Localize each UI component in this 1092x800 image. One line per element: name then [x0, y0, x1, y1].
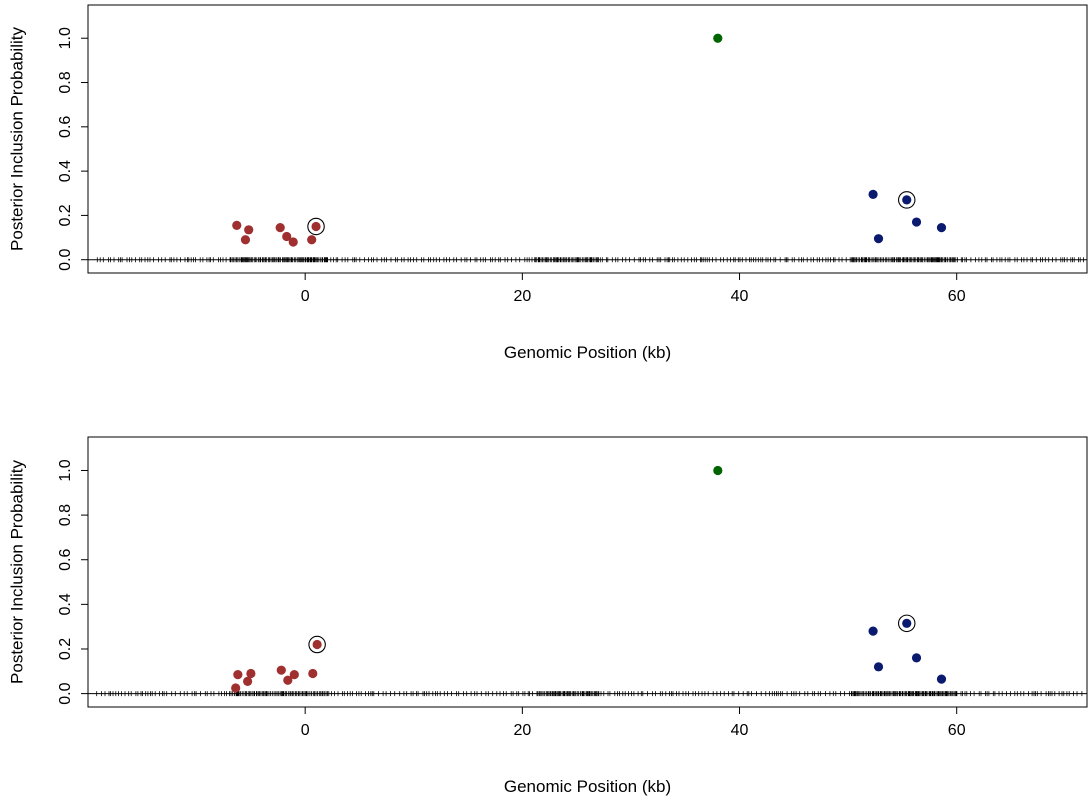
- data-point: [911, 653, 922, 663]
- x-tick-label: 60: [948, 722, 966, 739]
- data-point: [275, 222, 285, 233]
- data-point: [936, 222, 947, 233]
- y-tick-label: 0.0: [57, 682, 74, 704]
- x-tick-label: 20: [513, 722, 531, 739]
- x-axis-label: Genomic Position (kb): [504, 777, 671, 796]
- y-tick-label: 0.6: [57, 116, 74, 138]
- plot-frame: [87, 4, 1088, 274]
- snp-rug: [88, 257, 1087, 263]
- panel-bottom: 0 20 40 60 0.0 0.2 0.4 0.6 0.8 1.0 Genomic Positio…: [7, 436, 1088, 796]
- data-point: [307, 235, 317, 245]
- y-tick-label: 0.4: [57, 160, 74, 182]
- data-point: [868, 626, 878, 636]
- y-axis-label: Posterior Inclusion Probability: [7, 27, 26, 251]
- series-1: [713, 33, 723, 43]
- rug-ticks: [96, 257, 1084, 263]
- data-point: [902, 195, 912, 205]
- snp-rug: [88, 691, 1087, 697]
- y-axis-label: Posterior Inclusion Probability: [7, 460, 26, 684]
- data-point: [311, 221, 321, 232]
- series-2: [868, 614, 947, 684]
- x-tick-label: 0: [301, 288, 310, 305]
- data-point: [868, 189, 878, 199]
- data-point: [289, 670, 299, 680]
- data-point: [902, 618, 912, 628]
- data-point: [312, 639, 322, 650]
- data-point: [246, 668, 256, 679]
- series-0: [232, 217, 325, 247]
- data-point: [232, 220, 242, 230]
- data-point: [233, 670, 243, 680]
- data-point: [282, 231, 292, 242]
- highlight-ring: [897, 191, 916, 209]
- x-tick-label: 20: [513, 288, 531, 305]
- data-point: [283, 675, 293, 685]
- data-point: [936, 674, 947, 684]
- y-tick-label: 1.0: [57, 459, 74, 481]
- y-tick-label: 0.8: [57, 504, 74, 526]
- y-tick-label: 0.2: [57, 638, 74, 660]
- data-point: [713, 465, 723, 476]
- highlight-ring: [307, 217, 325, 236]
- x-tick-label: 60: [948, 288, 966, 305]
- data-point: [276, 665, 286, 675]
- data-point: [231, 683, 241, 693]
- series-2: [868, 189, 947, 244]
- y-tick-label: 0.4: [57, 593, 74, 615]
- x-axis-label: Genomic Position (kb): [504, 343, 671, 362]
- plot-frame: [87, 436, 1088, 708]
- y-tick-label: 0.6: [57, 549, 74, 571]
- data-point: [911, 217, 922, 227]
- x-tick-label: 40: [731, 722, 749, 739]
- series-0: [231, 635, 326, 693]
- x-tick-label: 0: [301, 722, 310, 739]
- series-1: [713, 465, 723, 476]
- x-tick-label: 40: [731, 288, 749, 305]
- y-tick-label: 0.0: [57, 248, 74, 270]
- data-point: [244, 225, 254, 235]
- rug-ticks: [96, 691, 1083, 697]
- data-point: [288, 237, 298, 247]
- data-point: [308, 668, 318, 679]
- data-point: [243, 676, 253, 686]
- y-tick-label: 0.8: [57, 71, 74, 93]
- highlight-ring: [308, 635, 326, 654]
- highlight-ring: [897, 614, 916, 633]
- data-point: [873, 662, 884, 672]
- y-tick-label: 1.0: [57, 27, 74, 49]
- data-point: [713, 33, 723, 43]
- data-point: [240, 235, 251, 245]
- data-point: [873, 234, 884, 244]
- y-tick-label: 0.2: [57, 204, 74, 226]
- panel-top: 0 20 40 60 0.0 0.2 0.4 0.6 0.8 1.0 Genomic Positio…: [7, 4, 1088, 362]
